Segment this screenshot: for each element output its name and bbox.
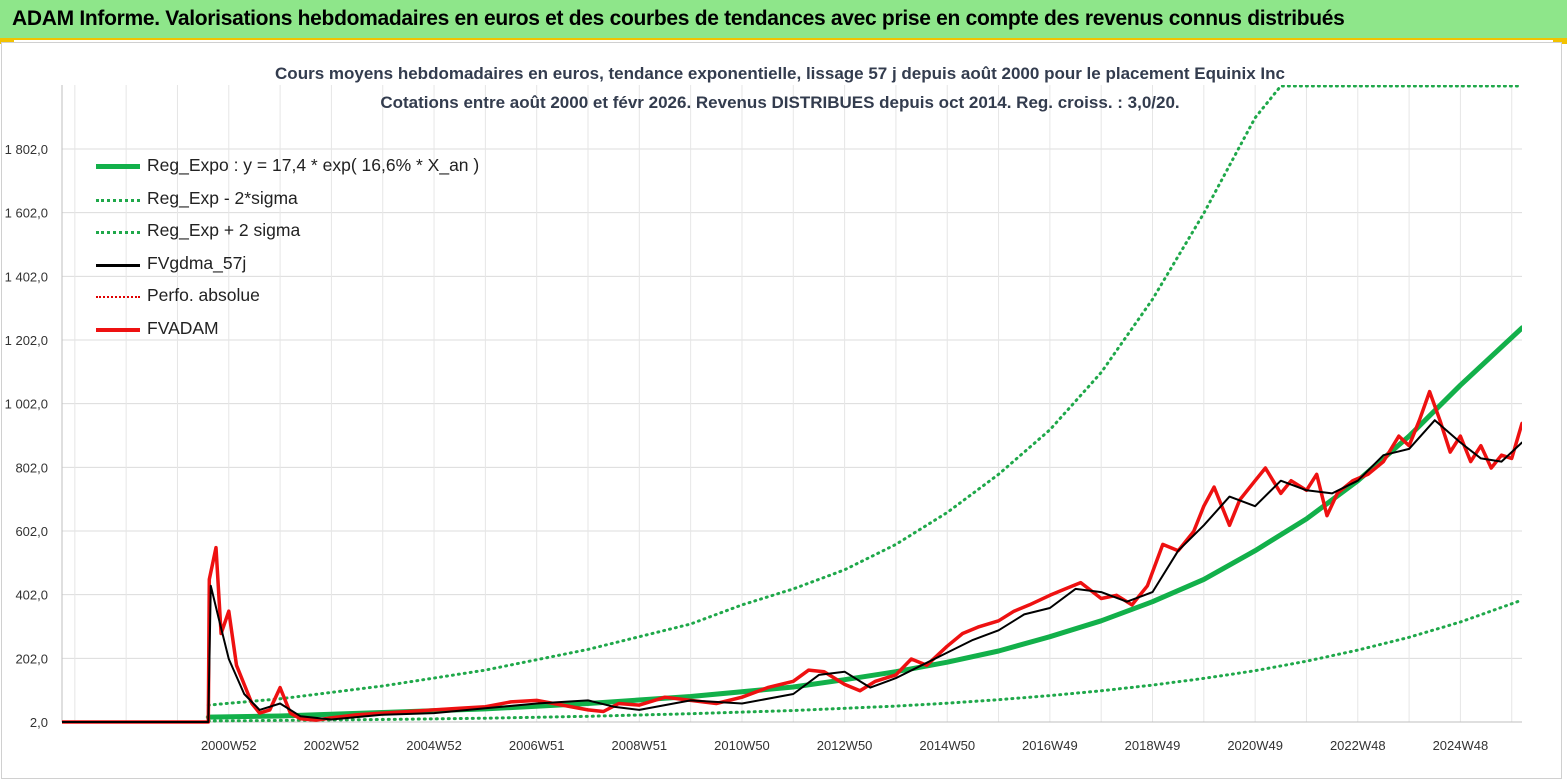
legend-item-fvgdma: FVgdma_57j [96,250,516,283]
x-tick-label: 2000W52 [201,738,257,753]
series-reg-expo [205,325,1522,720]
x-tick-label: 2012W50 [817,738,873,753]
x-tick-label: 2010W50 [714,738,770,753]
y-tick-label: 1 602,0 [5,206,48,221]
chart-series [62,85,1522,724]
series-fvgdma [62,419,1522,723]
legend-swatch-fvadam [96,327,140,332]
x-tick-label: 2006W51 [509,738,565,753]
legend-label-fvadam: FVADAM [147,317,219,338]
series-fvadam [62,389,1522,724]
series-plus-2-sigma [206,85,1522,707]
chart-title: Cours moyens hebdomadaires en euros, ten… [275,64,1285,83]
x-tick-label: 2024W48 [1433,738,1489,753]
legend-item-minus-2-sigma: Reg_Exp - 2*sigma [96,185,516,218]
legend-label-minus-2-sigma: Reg_Exp - 2*sigma [147,187,298,208]
y-tick-label: 1 202,0 [5,333,48,348]
legend-label-plus-2-sigma: Reg_Exp + 2 sigma [147,220,301,241]
chart-gridlines [61,85,1522,723]
legend-swatch-minus-2-sigma [96,198,140,202]
legend-item-fvadam: FVADAM [96,315,516,348]
x-tick-label: 2008W51 [612,738,668,753]
legend-swatch-plus-2-sigma [96,231,140,235]
x-tick-label: 2002W52 [304,738,360,753]
legend-item-plus-2-sigma: Reg_Exp + 2 sigma [96,217,516,250]
legend-item-perfo-absolue: Perfo. absolue [96,282,516,315]
y-tick-label: 1 802,0 [5,142,48,157]
chart-legend: Reg_Expo : y = 17,4 * exp( 16,6% * X_an … [96,152,516,348]
report-banner: ADAM Informe. Valorisations hebdomadaire… [0,0,1567,40]
legend-label-fvgdma: FVgdma_57j [147,252,247,273]
y-tick-label: 1 402,0 [5,269,48,284]
chart-area [1,42,1562,779]
x-tick-label: 2018W49 [1125,738,1181,753]
y-axis-ticks: 2,0 202,0 402,0 602,0 802,0 1 002,0 1 202,0 1 4… [5,142,48,730]
y-tick-label: 402,0 [15,588,48,603]
x-tick-label: 2022W48 [1330,738,1386,753]
legend-label-perfo-absolue: Perfo. absolue [147,285,260,306]
y-tick-label: 602,0 [15,524,48,539]
y-tick-label: 2,0 [30,715,48,730]
x-tick-label: 2020W49 [1227,738,1283,753]
legend-label-reg-expo: Reg_Expo : y = 17,4 * exp( 16,6% * X_an … [147,155,480,175]
legend-swatch-perfo-absolue [96,296,140,299]
y-tick-label: 802,0 [15,460,48,475]
x-axis-ticks: 2000W52 2002W52 2004W52 2006W51 2008W51 2010W… [201,738,1488,753]
report-title: ADAM Informe. Valorisations hebdomadaire… [12,7,1345,30]
y-tick-label: 1 002,0 [5,397,48,412]
chart-subtitle: Cotations entre août 2000 et févr 2026. … [380,93,1180,112]
x-tick-label: 2014W50 [919,738,975,753]
x-tick-label: 2016W49 [1022,738,1078,753]
legend-item-reg-expo: Reg_Expo : y = 17,4 * exp( 16,6% * X_an … [96,152,516,185]
legend-swatch-fvgdma [96,263,140,267]
x-tick-label: 2004W52 [406,738,462,753]
y-tick-label: 202,0 [15,651,48,666]
series-minus-2-sigma [206,598,1522,723]
legend-swatch-reg-expo [96,164,140,169]
